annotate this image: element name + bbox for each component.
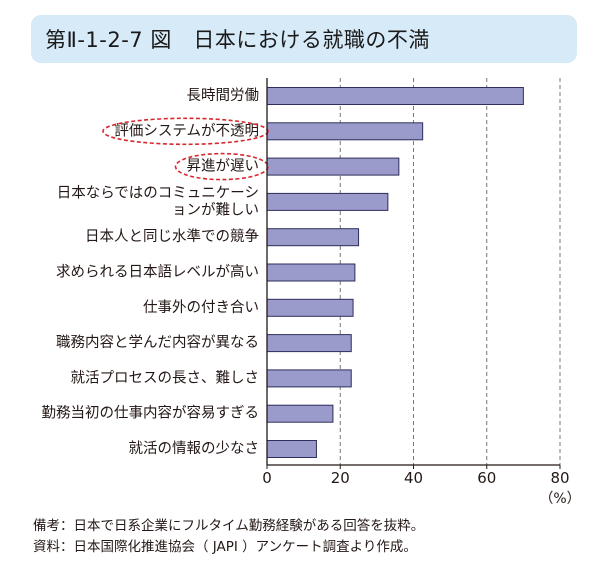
notes: 備考：日本で日系企業にフルタイム勤務経験がある回答を抜粋。 資料：日本国際化推進… [33,516,424,558]
x-unit-label: （%） [539,491,580,507]
category-label: 日本ならではのコミュニケーシ [57,184,259,201]
bar [266,192,389,211]
bar [266,263,356,282]
bar-chart: 長時間労働評価システムが不透明昇進が遅い日本ならではのコミュニケーションが難しい… [42,78,581,507]
x-tick-label: 0 [262,469,272,487]
category-label: 仕事外の付き合い [143,299,259,316]
highlight-ellipse [174,152,269,181]
bar [266,122,424,141]
category-label: ョンが難しい [172,201,259,218]
x-tick-label: 20 [331,469,350,487]
category-label: 求められる日本語レベルが高い [56,264,259,281]
category-label: 長時間労働 [187,87,260,104]
category-label: 就活プロセスの長さ、難しさ [71,369,260,386]
bar [266,298,354,317]
category-label: 日本人と同じ水準での競争 [85,227,259,245]
category-label: 評価システムが不透明 [114,122,259,139]
category-label: 昇進が遅い [187,158,260,175]
bar [266,404,334,423]
bar [266,228,360,247]
x-tick-label: 40 [404,469,423,487]
remark-note: 備考：日本で日系企業にフルタイム勤務経験がある回答を抜粋。 [33,518,425,534]
bar [266,87,524,105]
highlight-ellipse [102,117,269,146]
title-bar: 第Ⅱ-1-2-7 図 日本における就職の不満 [31,15,577,63]
x-tick-label: 80 [550,469,569,487]
bar [266,334,352,353]
category-label: 職務内容と学んだ内容が異なる [56,334,259,351]
bar [266,440,317,458]
x-tick-label: 60 [477,469,496,487]
bar [266,157,400,176]
figure-title: 第Ⅱ-1-2-7 図 日本における就職の不満 [45,28,430,52]
category-label: 就活の情報の少なさ [129,440,260,457]
bar [266,369,352,388]
category-label: 勤務当初の仕事内容が容易すぎる [42,405,260,422]
source-note: 資料：日本国際化推進協会（ JAPI ）アンケート調査より作成。 [33,539,417,555]
